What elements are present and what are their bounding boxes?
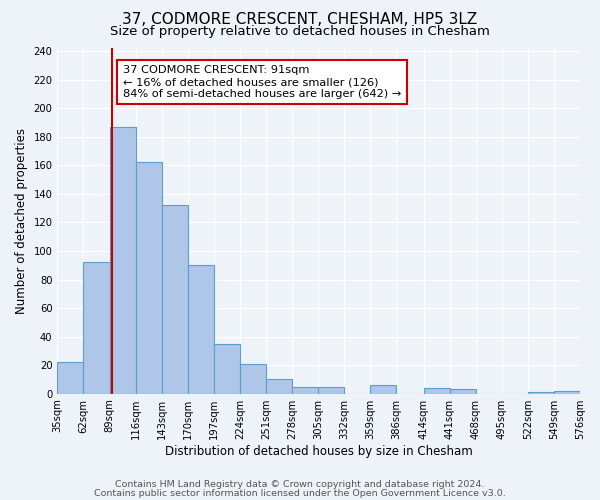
Text: 37 CODMORE CRESCENT: 91sqm
← 16% of detached houses are smaller (126)
84% of sem: 37 CODMORE CRESCENT: 91sqm ← 16% of deta…	[123, 66, 401, 98]
Bar	[528, 392, 554, 394]
Bar	[292, 386, 318, 394]
Text: Contains HM Land Registry data © Crown copyright and database right 2024.: Contains HM Land Registry data © Crown c…	[115, 480, 485, 489]
Y-axis label: Number of detached properties: Number of detached properties	[15, 128, 28, 314]
Bar	[240, 364, 266, 394]
Bar	[214, 344, 240, 394]
Bar	[136, 162, 162, 394]
Bar	[449, 390, 476, 394]
Bar	[554, 391, 580, 394]
Text: Contains public sector information licensed under the Open Government Licence v3: Contains public sector information licen…	[94, 488, 506, 498]
Text: 37, CODMORE CRESCENT, CHESHAM, HP5 3LZ: 37, CODMORE CRESCENT, CHESHAM, HP5 3LZ	[122, 12, 478, 28]
Bar	[83, 262, 110, 394]
Bar	[370, 385, 397, 394]
X-axis label: Distribution of detached houses by size in Chesham: Distribution of detached houses by size …	[165, 444, 473, 458]
Bar	[188, 266, 214, 394]
Bar	[58, 362, 83, 394]
Bar	[318, 386, 344, 394]
Bar	[266, 380, 292, 394]
Bar	[110, 127, 136, 394]
Text: Size of property relative to detached houses in Chesham: Size of property relative to detached ho…	[110, 25, 490, 38]
Bar	[424, 388, 449, 394]
Bar	[162, 206, 188, 394]
